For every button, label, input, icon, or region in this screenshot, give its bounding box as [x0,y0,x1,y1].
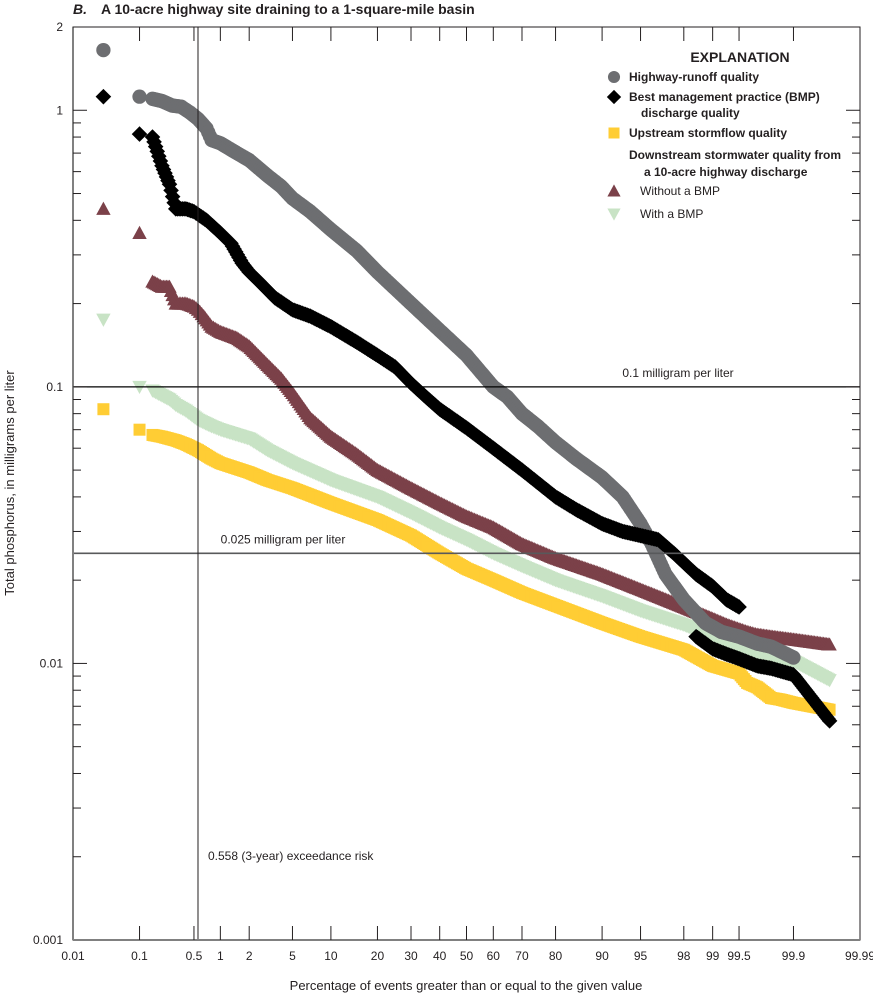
x-tick-label: 80 [549,949,563,963]
x-tick-label: 60 [487,949,501,963]
legend-marker-triangle-up-icon [607,184,621,197]
y-ticks: 2 1 0.1 0.01 0.001 [33,20,860,947]
data-layer [95,42,838,729]
panel-letter: B. [73,1,87,17]
data-point [132,89,147,104]
x-tick-label: 90 [595,949,609,963]
legend-marker-square-icon [608,127,620,139]
legend-items: Highway-runoff quality Best management pr… [606,70,841,221]
series-upstream-stormflow-quality [97,403,836,716]
legend: EXPLANATION Highway-runoff quality Best m… [606,49,841,221]
y-tick-label: 0.1 [46,380,63,394]
x-ticks: 0.01 0.1 0.5 1 2 5 10 20 30 40 50 60 70 80 90 95 98 99 99.… [61,27,873,963]
x-tick-label: 2 [246,949,253,963]
x-axis-label: Percentage of events greater than or equ… [290,978,643,993]
x-tick-label: 98 [677,949,691,963]
x-tick-label: 20 [371,949,385,963]
legend-label: Best management practice (BMP) [629,90,820,104]
data-point [131,126,148,142]
x-tick-label: 99.5 [727,949,751,963]
x-tick-label: 50 [460,949,474,963]
x-tick-label: 1 [217,949,224,963]
legend-marker-diamond-icon [606,89,622,105]
reference-line-label: 0.1 milligram per liter [622,366,733,380]
title-text: A 10-acre highway site draining to a 1-s… [101,1,475,17]
legend-marker-triangle-down-icon [607,208,621,221]
series-best-management-practice-bmp-discharge-quality [95,88,838,729]
y-axis-label: Total phosphorus, in milligrams per lite… [2,370,17,596]
legend-label: Without a BMP [640,184,720,198]
x-tick-label: 70 [515,949,529,963]
y-tick-label: 0.001 [33,933,63,947]
chart-title: B. A 10-acre highway site draining to a … [73,1,475,17]
reference-line-label: 0.558 (3-year) exceedance risk [208,849,374,863]
legend-title: EXPLANATION [690,49,789,65]
x-tick-label: 0.5 [186,949,203,963]
x-tick-label: 10 [324,949,338,963]
y-tick-label: 2 [56,20,63,34]
legend-marker-circle-icon [607,70,621,84]
axes [72,26,861,941]
x-tick-label: 95 [634,949,648,963]
legend-item: Best management practice (BMP) discharge … [606,89,820,120]
legend-item: Upstream stormflow quality [608,126,787,140]
x-tick-label: 30 [404,949,418,963]
legend-group-heading: a 10-acre highway discharge [644,165,808,179]
plot-frame [72,26,861,941]
data-point [821,713,838,729]
legend-item: Without a BMP [607,184,720,198]
x-tick-label: 99 [706,949,720,963]
y-tick-label: 0.01 [40,656,64,670]
legend-label: Upstream stormflow quality [629,126,787,140]
legend-label: discharge quality [641,106,740,120]
data-point [97,403,110,416]
x-tick-label: 40 [433,949,447,963]
x-tick-label: 99.9 [782,949,806,963]
data-point [95,88,112,105]
legend-item: Highway-runoff quality [607,70,759,84]
series-without-a-bmp [96,201,837,651]
data-point [731,599,747,615]
x-tick-label: 0.1 [131,949,148,963]
data-point [96,313,111,327]
data-point [132,225,147,239]
reference-lines: 0.1 milligram per liter 0.025 milligram p… [73,27,860,940]
legend-label: With a BMP [640,207,703,221]
y-tick-label: 1 [56,103,63,117]
data-point [786,650,801,665]
x-tick-label: 5 [289,949,296,963]
data-point [133,423,146,436]
x-tick-label: 0.01 [61,949,85,963]
data-point [822,674,837,688]
data-point [96,201,111,215]
legend-label: Highway-runoff quality [629,70,759,84]
legend-group-heading: Downstream stormwater quality from [629,148,841,162]
data-point [96,42,111,58]
legend-item: With a BMP [607,207,703,221]
reference-line-label: 0.025 milligram per liter [221,532,346,546]
data-point [822,637,837,651]
x-tick-label: 99.99 [845,949,873,963]
